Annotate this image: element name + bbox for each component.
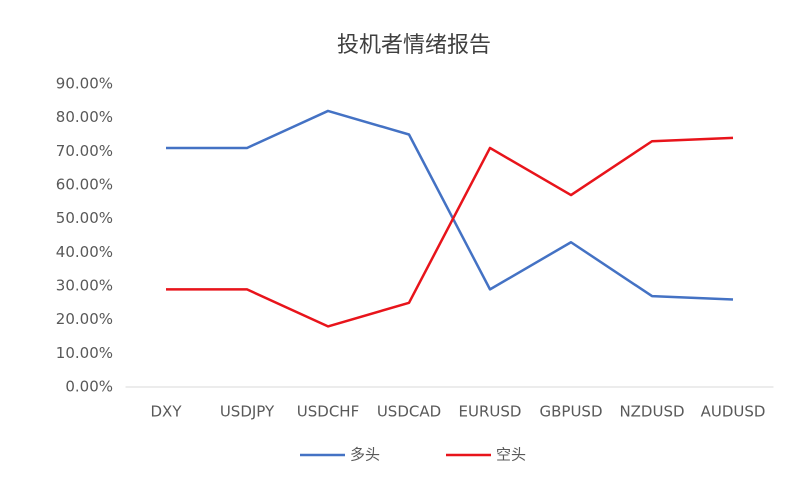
- series-line: [166, 109, 734, 301]
- x-tick-label: NZDUSD: [619, 403, 684, 421]
- y-tick-label: 60.00%: [56, 176, 113, 194]
- y-tick-label: 80.00%: [56, 108, 113, 126]
- chart-title: 投机者情绪报告: [337, 33, 491, 58]
- x-tick-label: DXY: [151, 403, 183, 421]
- y-tick-label: 40.00%: [56, 243, 113, 261]
- y-tick-label: 20.00%: [56, 310, 113, 328]
- x-tick-label: GBPUSD: [539, 403, 602, 421]
- x-tick-label: EURUSD: [459, 403, 522, 421]
- x-tick-label: USDJPY: [220, 403, 275, 421]
- y-tick-label: 30.00%: [56, 277, 113, 295]
- x-tick-label: AUDUSD: [701, 403, 766, 421]
- series-line: [166, 136, 734, 328]
- legend-label: 空头: [496, 446, 526, 464]
- y-tick-label: 50.00%: [56, 209, 113, 227]
- x-tick-label: USDCHF: [297, 403, 359, 421]
- y-tick-label: 10.00%: [56, 344, 113, 362]
- legend-label: 多头: [350, 446, 380, 464]
- y-tick-label: 0.00%: [65, 378, 113, 396]
- x-tick-label: USDCAD: [377, 403, 441, 421]
- y-tick-label: 90.00%: [56, 75, 113, 93]
- y-tick-label: 70.00%: [56, 142, 113, 160]
